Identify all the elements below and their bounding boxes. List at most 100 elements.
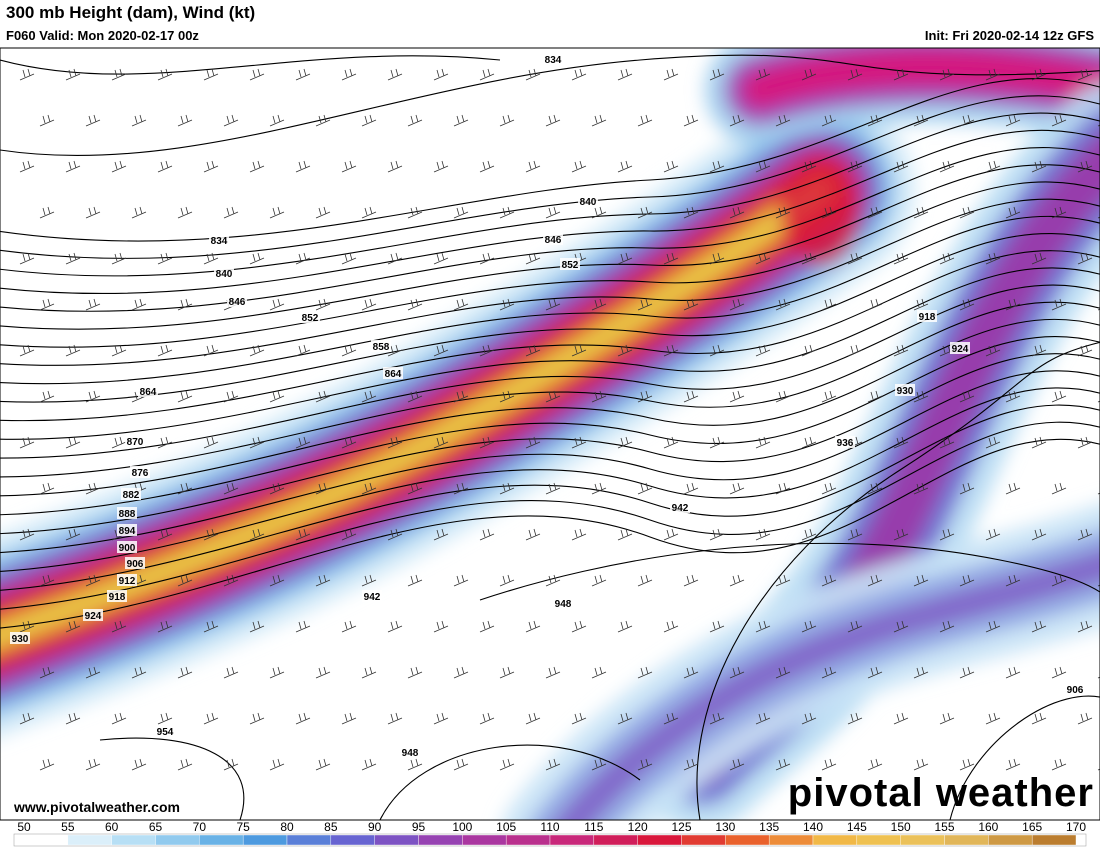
wind-barb — [177, 758, 193, 771]
wind-barb — [663, 68, 679, 81]
wind-barb — [1077, 68, 1093, 81]
jet-blur — [0, 48, 1100, 820]
wind-barb — [893, 528, 909, 541]
wind-barb — [157, 620, 173, 633]
contour-label-bg — [138, 385, 158, 397]
contour-label: 906 — [1067, 685, 1084, 696]
wind-barb — [407, 574, 423, 587]
wind-barb — [821, 114, 837, 127]
wind-barb — [453, 298, 469, 311]
contour-label: 858 — [373, 342, 390, 353]
wind-barb — [453, 482, 469, 495]
wind-barb — [361, 666, 377, 679]
wind-barb — [341, 344, 357, 357]
wind-barb — [65, 528, 81, 541]
wind-barb — [591, 298, 607, 311]
contour-label: 846 — [545, 235, 562, 246]
wind-barb — [315, 390, 331, 403]
colorbar-segment — [67, 834, 112, 846]
contour-label-bg — [917, 310, 937, 322]
colorbar-label: 95 — [412, 820, 426, 834]
wind-barb — [39, 298, 55, 311]
wind-barb — [433, 68, 449, 81]
wind-barb — [315, 298, 331, 311]
contour-label-bg — [107, 590, 127, 602]
wind-barb — [867, 114, 883, 127]
wind-barb — [683, 482, 699, 495]
wind-barb — [755, 68, 771, 81]
wind-barb — [1077, 252, 1093, 265]
wind-barb — [591, 114, 607, 127]
contour-label-bg — [950, 342, 970, 354]
colorbar-segment — [768, 834, 814, 846]
colorbar-segment — [900, 834, 945, 846]
wind-barb — [683, 114, 699, 127]
wind-barb — [111, 160, 127, 173]
wind-barb — [1051, 390, 1067, 403]
contour-label: 834 — [211, 236, 228, 247]
wind-barb — [177, 206, 193, 219]
wind-barb — [985, 68, 1001, 81]
colorbar-label: 115 — [584, 820, 603, 834]
colorbar-segment — [593, 834, 638, 846]
wind-barb — [39, 114, 55, 127]
wind-barb — [729, 574, 745, 587]
wind-barb — [361, 206, 377, 219]
wind-barb — [893, 68, 909, 81]
colorbar-segment — [1031, 834, 1077, 846]
colorbar-label: 85 — [324, 820, 338, 834]
height-contours — [0, 54, 1100, 820]
wind-barb — [341, 436, 357, 449]
contour-label: 888 — [119, 509, 136, 520]
wind-barb — [545, 666, 561, 679]
wind-barb — [249, 252, 265, 265]
valid-time: F060 Valid: Mon 2020-02-17 00z — [6, 28, 199, 43]
contour-line — [379, 744, 641, 820]
wind-barb — [387, 252, 403, 265]
wind-barb — [157, 528, 173, 541]
contour-label: 900 — [119, 543, 136, 554]
wind-barb — [111, 436, 127, 449]
wind-barb — [525, 344, 541, 357]
contour-label-bg — [121, 488, 141, 500]
wind-barb — [663, 712, 679, 725]
wind-barb — [39, 390, 55, 403]
wind-barb — [775, 206, 791, 219]
colorbar-label: 145 — [847, 820, 867, 834]
wind-barb — [407, 758, 423, 771]
wind-barb — [959, 482, 975, 495]
wind-barb — [85, 574, 101, 587]
wind-barb — [775, 298, 791, 311]
wind-barb — [1051, 574, 1067, 587]
wind-barb — [407, 482, 423, 495]
wind-barb — [913, 298, 929, 311]
wind-barb — [755, 344, 771, 357]
wind-barb — [1051, 114, 1067, 127]
wind-barb — [663, 252, 679, 265]
wind-barb — [65, 344, 81, 357]
wind-barb — [157, 712, 173, 725]
contour-label-bg — [117, 524, 137, 536]
colorbar-segment — [199, 834, 244, 846]
wind-barb — [111, 712, 127, 725]
wind-barb — [867, 390, 883, 403]
contour-label: 948 — [402, 748, 419, 759]
contour-label: 852 — [562, 260, 579, 271]
wind-barb — [801, 68, 817, 81]
colorbar-segment — [944, 834, 989, 846]
wind-barb — [821, 574, 837, 587]
wind-barb — [729, 758, 745, 771]
contour-label-bg — [125, 435, 145, 447]
wind-barb — [1031, 252, 1047, 265]
wind-barb — [19, 436, 35, 449]
wind-barb — [801, 620, 817, 633]
wind-barb — [1031, 344, 1047, 357]
wind-barb — [19, 252, 35, 265]
wind-barb — [801, 160, 817, 173]
colorbar-label: 55 — [61, 820, 75, 834]
wind-barb — [157, 436, 173, 449]
colorbar-label: 60 — [105, 820, 119, 834]
wind-barb — [269, 206, 285, 219]
contour-label: 942 — [672, 503, 689, 514]
wind-barb — [295, 436, 311, 449]
